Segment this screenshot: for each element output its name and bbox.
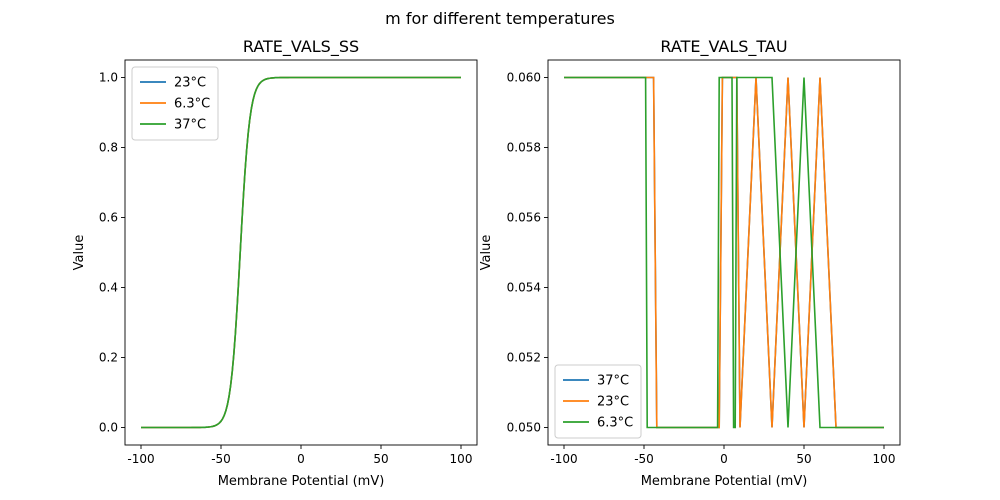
x-tick-label: 50 [796,452,811,466]
series-lines [141,76,461,429]
legend-entry: 6.3°C [174,97,210,112]
x-tick-label: -50 [211,452,231,466]
x-tick-label: 0 [720,452,728,466]
y-tick-label: 0.060 [507,71,541,85]
legend-entry: 23°C [174,76,206,91]
x-tick-label: 100 [873,452,896,466]
x-tick-label: 100 [450,452,473,466]
axes-rate-vals-tau: -100 -50 0 50 100 0.050 0.052 0.054 0.056 0.058 0.… [479,37,901,489]
x-tick-label: -100 [550,452,577,466]
legend: 23°C 6.3°C 37°C [131,66,219,141]
x-tick-label: -50 [634,452,654,466]
legend-entry: 6.3°C [597,416,633,431]
x-axis-label: Membrane Potential (mV) [218,474,385,489]
y-tick-label: 0.2 [99,351,118,365]
axes-rate-vals-ss: -100 -50 0 50 100 0.0 0.2 0.4 0.6 0.8 1.0 RATE_VALS… [72,37,478,489]
y-tick-label: 0.8 [99,141,118,155]
legend-frame [554,364,642,439]
y-tick-label: 0.050 [507,421,541,435]
series-line-2 [564,76,884,429]
y-axis-label: Value [479,235,494,271]
figure-suptitle: m for different temperatures [385,9,615,28]
x-axis-label: Membrane Potential (mV) [641,474,808,489]
legend-frame [131,66,219,141]
y-tick-label: 0.054 [507,281,541,295]
series-lines [564,76,884,429]
y-tick-label: 0.6 [99,211,118,225]
legend: 37°C 23°C 6.3°C [554,364,642,439]
y-tick-label: 0.4 [99,281,118,295]
legend-entry: 37°C [174,118,206,133]
y-tick-label: 0.0 [99,421,118,435]
legend-entry: 37°C [597,374,629,389]
x-tick-label: 50 [373,452,388,466]
y-tick-label: 0.056 [507,211,541,225]
y-tick-label: 0.052 [507,351,541,365]
y-tick-label: 1.0 [99,71,118,85]
axes-title: RATE_VALS_TAU [660,37,787,57]
y-tick-label: 0.058 [507,141,541,155]
axes-title: RATE_VALS_SS [243,37,359,57]
x-tick-label: -100 [127,452,154,466]
series-line-2 [141,76,461,429]
x-tick-label: 0 [297,452,305,466]
legend-entry: 23°C [597,395,629,410]
y-axis-label: Value [72,235,87,271]
